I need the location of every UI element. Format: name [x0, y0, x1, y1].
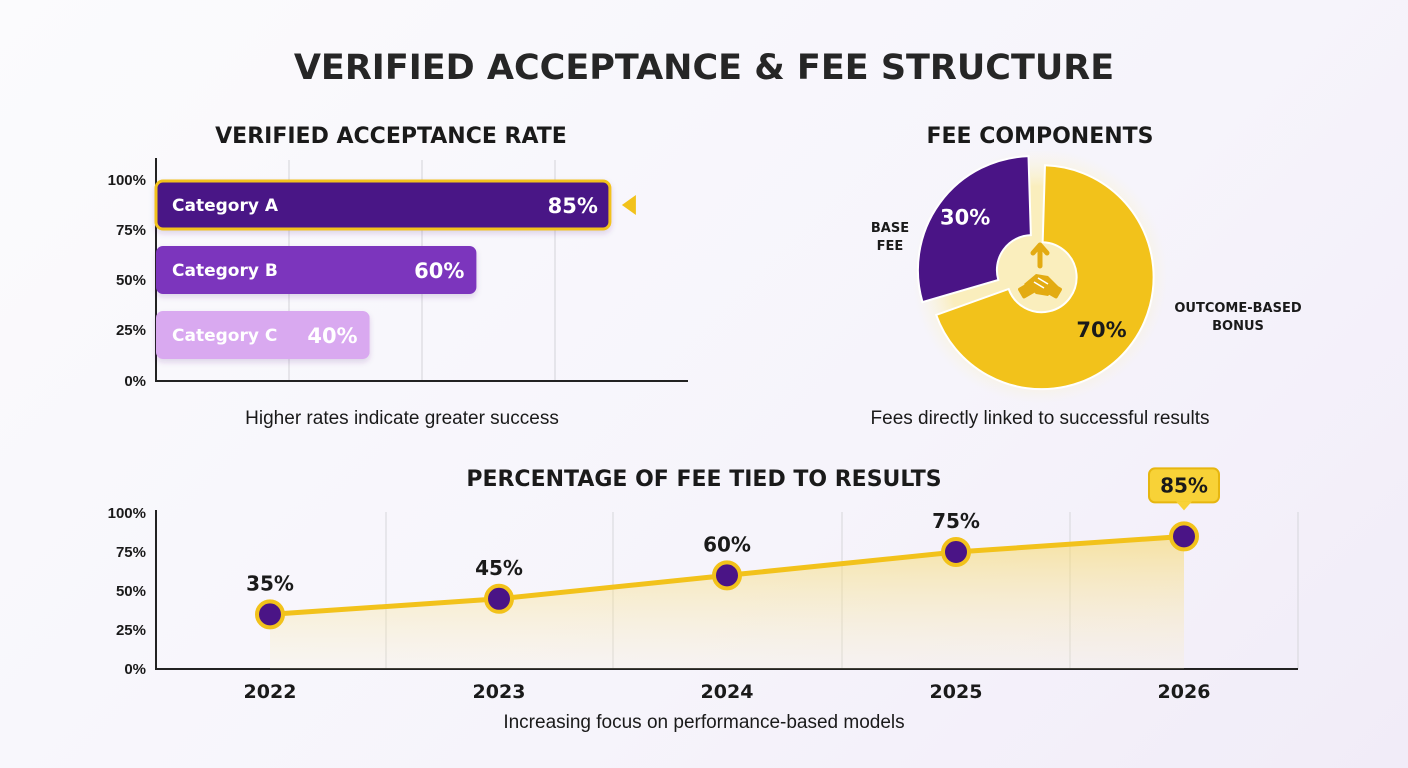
acceptance-chart-title: VERIFIED ACCEPTANCE RATE	[215, 124, 567, 149]
line-data-point	[484, 583, 514, 614]
bar-chart-axis-ticks: 0% 25% 50% 75% 100%	[108, 172, 146, 390]
acceptance-rate-chart: VERIFIED ACCEPTANCE RATE 0% 25% 50% 75% 100%…	[108, 124, 688, 429]
line-x-tick-label: 2026	[1158, 681, 1211, 703]
line-axis-tick-label: 50%	[116, 583, 146, 600]
line-axis-tick-label: 100%	[108, 505, 146, 522]
bar-value-label: 85%	[548, 194, 598, 218]
bar-category-label: Category B	[172, 261, 278, 281]
bar-2	[156, 246, 477, 294]
line-chart-axis-ticks: 0% 25% 50% 75% 100%	[108, 505, 146, 678]
fee-components-chart: FEE COMPONENTS 30% 70% BASE FEE OUTCOME-B…	[871, 124, 1302, 429]
line-x-tick-label: 2024	[701, 681, 754, 703]
bar-axis-tick-label: 0%	[124, 373, 146, 390]
line-chart-area	[270, 536, 1184, 669]
line-chart-points: 35% 2022 45% 2023 60% 2024 75% 2025 85% 2026	[244, 467, 1220, 703]
line-point-value-label: 35%	[246, 571, 294, 595]
bar-axis-tick-label: 100%	[108, 172, 146, 189]
bar-3	[156, 311, 370, 359]
bar-category-label: Category A	[172, 196, 279, 216]
donut-slice-2	[934, 164, 1155, 391]
acceptance-chart-caption: Higher rates indicate greater success	[245, 408, 559, 429]
bar-value-label: 60%	[414, 259, 464, 283]
fee-components-caption: Fees directly linked to successful resul…	[871, 408, 1210, 429]
bonus-label-line2: BONUS	[1212, 319, 1264, 334]
line-axis-tick-label: 0%	[124, 661, 146, 678]
fee-components-title: FEE COMPONENTS	[926, 124, 1153, 149]
line-data-point	[255, 599, 285, 630]
page-title: VERIFIED ACCEPTANCE & FEE STRUCTURE	[294, 48, 1114, 88]
fee-tied-chart-caption: Increasing focus on performance-based mo…	[503, 712, 904, 733]
bar-1	[154, 179, 612, 231]
bar-category-label: Category C	[172, 326, 277, 346]
donut-slice-1	[916, 155, 1032, 304]
fee-tied-chart-title: PERCENTAGE OF FEE TIED TO RESULTS	[466, 467, 941, 492]
bar-chart-bars: Category A 85% Category B 60% Category C 40%	[154, 179, 636, 359]
bar-axis-tick-label: 25%	[116, 322, 146, 339]
donut-slices: 30% 70%	[916, 155, 1155, 391]
base-fee-label-line1: BASE	[871, 221, 909, 236]
bar-value-label: 40%	[307, 324, 357, 348]
bar-axis-tick-label: 75%	[116, 222, 146, 239]
handshake-icon	[1018, 242, 1062, 299]
fee-tied-to-results-chart: PERCENTAGE OF FEE TIED TO RESULTS 0% 25% 5…	[108, 467, 1299, 733]
line-point-value-label: 60%	[703, 532, 751, 556]
line-x-tick-label: 2025	[930, 681, 983, 703]
bonus-label-line1: OUTCOME-BASED	[1174, 301, 1301, 316]
line-point-value-label: 75%	[932, 509, 980, 533]
line-x-tick-label: 2023	[473, 681, 526, 703]
highlight-pointer-icon	[621, 195, 636, 215]
line-data-point	[941, 537, 971, 567]
donut-slice-value-label: 70%	[1076, 318, 1126, 342]
bar-axis-tick-label: 50%	[116, 272, 146, 289]
line-data-point	[1169, 521, 1199, 552]
base-fee-label-line2: FEE	[877, 239, 904, 254]
callout-pointer-icon	[1176, 501, 1192, 511]
donut-slice-value-label: 30%	[940, 206, 990, 230]
line-point-value-label: 85%	[1160, 473, 1208, 497]
line-axis-tick-label: 75%	[116, 544, 146, 561]
line-point-value-label: 45%	[475, 556, 523, 580]
line-data-point	[712, 560, 742, 591]
line-x-tick-label: 2022	[244, 681, 297, 703]
line-axis-tick-label: 25%	[116, 622, 146, 639]
